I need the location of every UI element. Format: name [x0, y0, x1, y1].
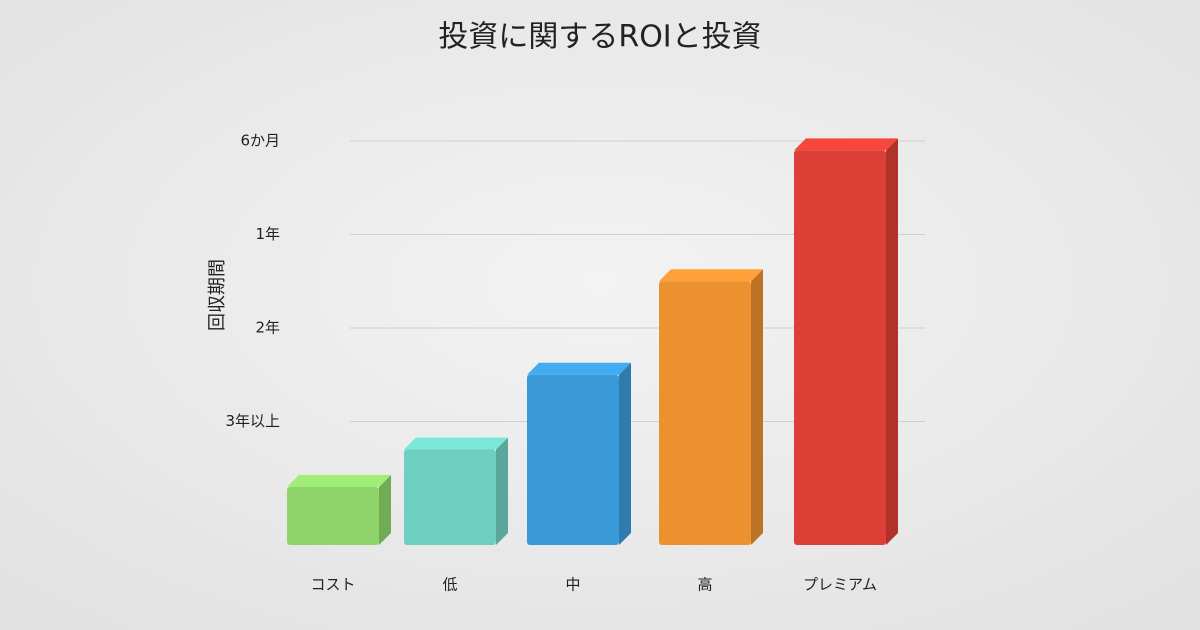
x-tick-label: 中	[565, 576, 580, 594]
bar	[794, 150, 886, 545]
bar	[404, 449, 496, 545]
x-tick-label: 高	[697, 576, 712, 594]
bar-side	[496, 437, 508, 545]
bar	[659, 281, 751, 545]
bar-top	[659, 269, 763, 282]
y-tick-label: 6か月	[240, 132, 280, 150]
bar-top	[404, 437, 508, 450]
x-tick-label: コスト	[310, 576, 355, 594]
y-tick-label: 1年	[255, 225, 280, 243]
bar	[287, 486, 379, 545]
x-tick-label: プレミアム	[803, 576, 877, 594]
x-tick-label: 低	[442, 576, 457, 594]
bar-side	[619, 362, 631, 545]
bar-side	[379, 474, 391, 545]
bar	[527, 374, 619, 545]
bar-side	[886, 138, 898, 545]
bar-side	[751, 269, 763, 545]
bar-top	[287, 474, 391, 487]
y-tick-label: 2年	[255, 319, 280, 337]
chart-title: 投資に関するROIと投資	[438, 20, 761, 55]
y-axis-label: 回収期間	[207, 259, 228, 331]
bar-top	[527, 362, 631, 375]
bar-top	[794, 138, 898, 151]
y-tick-label: 3年以上	[225, 412, 280, 430]
